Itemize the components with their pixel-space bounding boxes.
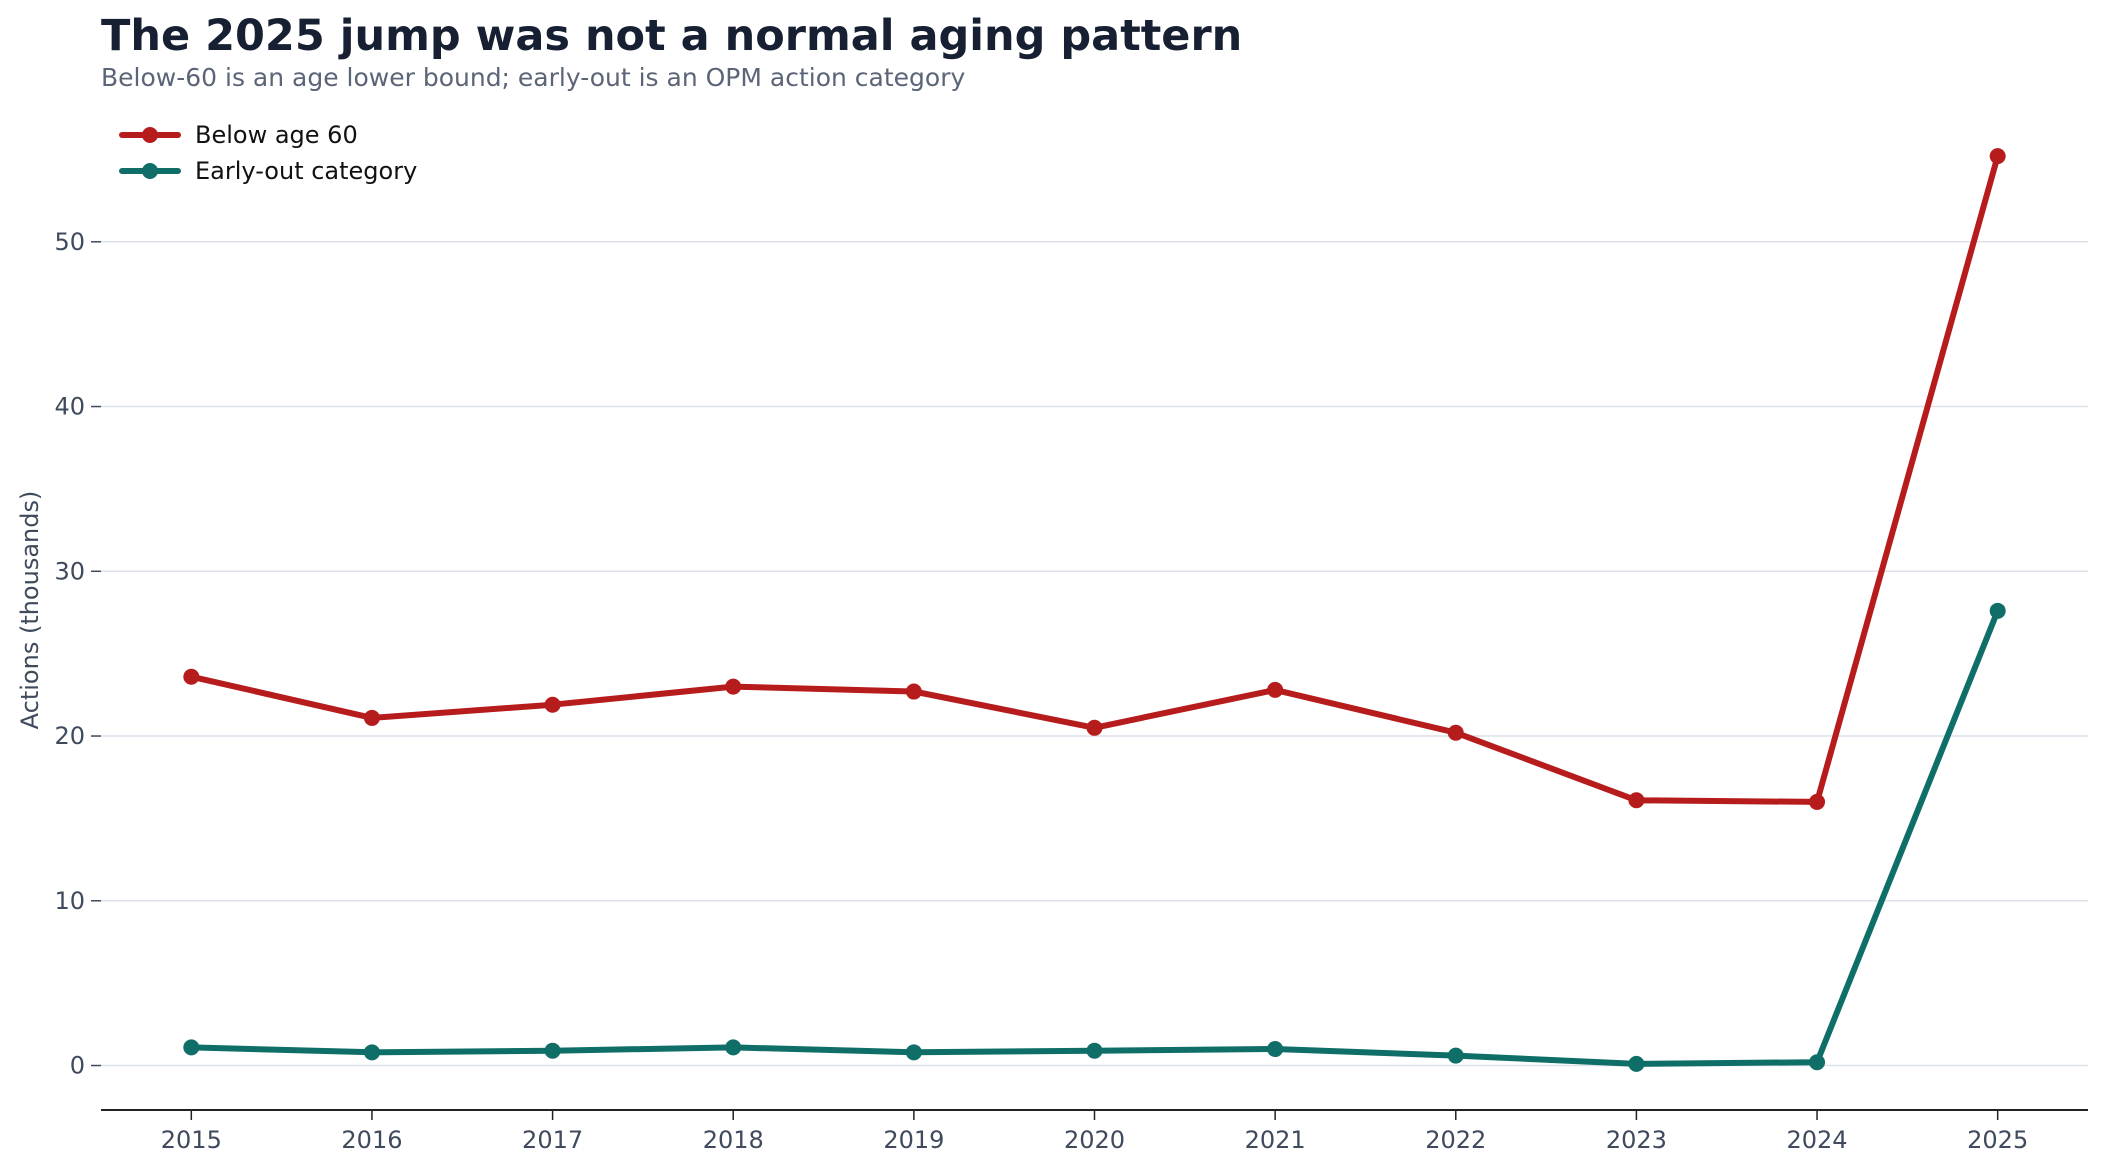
data-point — [544, 1042, 561, 1059]
y-axis-ticks: 0 10 20 30 40 50 — [54, 228, 101, 1080]
data-point — [1989, 602, 2006, 619]
data-point — [905, 1044, 922, 1061]
legend-item: Below age 60 — [119, 121, 358, 149]
x-tick-label: 2024 — [1787, 1126, 1848, 1154]
x-tick-label: 2019 — [883, 1126, 944, 1154]
data-point — [1267, 681, 1284, 698]
series-line — [188, 607, 2001, 1067]
data-point — [1086, 719, 1103, 736]
series-layer — [183, 148, 2006, 1072]
x-tick-label: 2025 — [1967, 1126, 2028, 1154]
data-point — [1989, 148, 2006, 165]
data-point — [1628, 792, 1645, 809]
x-tick-label: 2022 — [1425, 1126, 1486, 1154]
legend-label: Early-out category — [195, 157, 417, 185]
legend-label: Below age 60 — [195, 121, 358, 149]
x-tick-label: 2020 — [1064, 1126, 1125, 1154]
y-tick-label: 50 — [54, 228, 85, 256]
data-point — [905, 683, 922, 700]
data-point — [183, 668, 200, 685]
gridlines — [101, 241, 2088, 1067]
chart-subtitle: Below-60 is an age lower bound; early-ou… — [101, 63, 965, 92]
x-tick-label: 2023 — [1606, 1126, 1667, 1154]
data-point — [183, 1039, 200, 1056]
y-tick-label: 30 — [54, 557, 85, 585]
y-tick-label: 40 — [54, 393, 85, 421]
legend-item: Early-out category — [119, 157, 417, 185]
data-point — [544, 696, 561, 713]
series-group — [183, 602, 2006, 1072]
data-point — [1809, 1054, 1826, 1071]
x-tick-label: 2017 — [522, 1126, 583, 1154]
y-tick-label: 20 — [54, 722, 85, 750]
data-point — [725, 678, 742, 695]
chart-title: The 2025 jump was not a normal aging pat… — [101, 11, 1242, 61]
data-point — [1447, 724, 1464, 741]
data-point — [363, 1044, 380, 1061]
x-tick-label: 2021 — [1245, 1126, 1306, 1154]
x-axis-ticks: 2015 2016 2017 2018 2019 2020 2021 2022 2023 2024… — [161, 1110, 2028, 1154]
data-point — [1086, 1042, 1103, 1059]
data-point — [1628, 1055, 1645, 1072]
x-tick-label: 2018 — [703, 1126, 764, 1154]
legend-swatch-marker — [142, 163, 158, 179]
data-point — [725, 1039, 742, 1056]
series-group — [183, 148, 2006, 810]
y-axis-label: Actions (thousands) — [16, 491, 44, 730]
data-point — [363, 709, 380, 726]
data-point — [1809, 793, 1826, 810]
data-point — [1447, 1047, 1464, 1064]
series-line — [188, 153, 2001, 805]
data-point — [1267, 1041, 1284, 1058]
legend-swatch-marker — [142, 127, 158, 143]
x-tick-label: 2015 — [161, 1126, 222, 1154]
legend: Below age 60 Early-out category — [119, 121, 417, 185]
y-tick-label: 10 — [54, 887, 85, 915]
y-tick-label: 0 — [70, 1052, 85, 1080]
x-tick-label: 2016 — [341, 1126, 402, 1154]
